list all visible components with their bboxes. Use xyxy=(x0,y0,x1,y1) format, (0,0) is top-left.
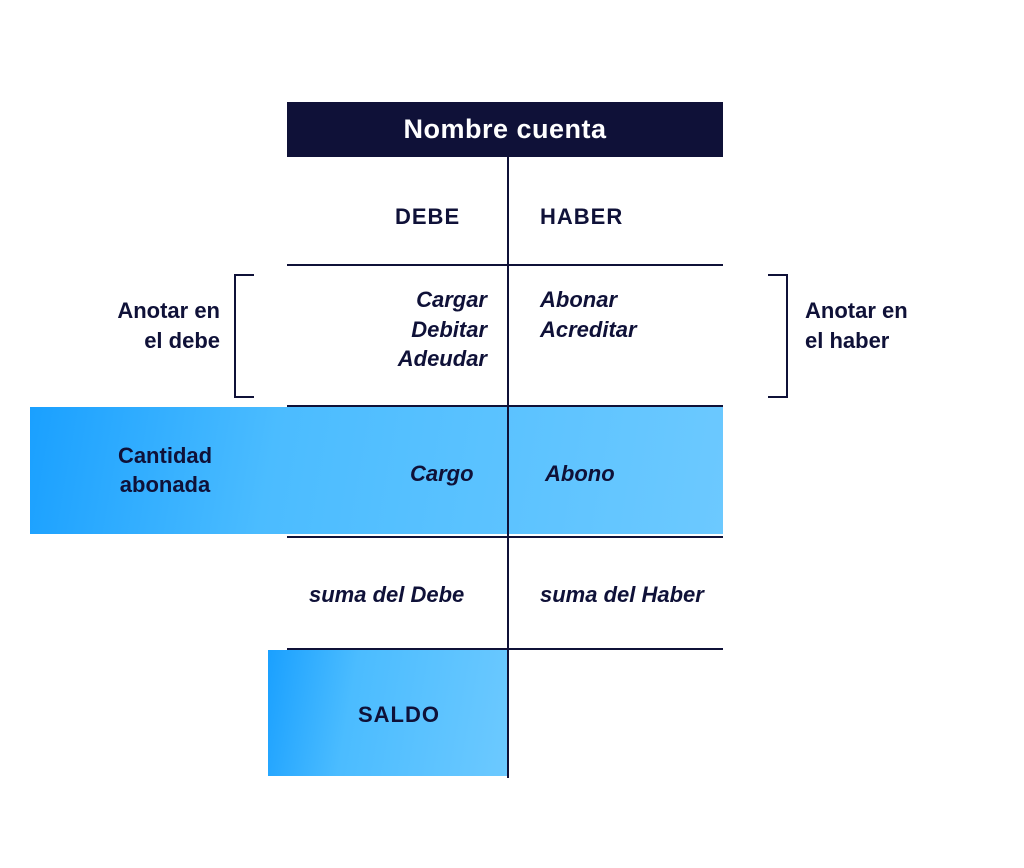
rule-under-headers xyxy=(287,264,723,266)
left-bracket-icon xyxy=(234,274,254,398)
debe-term: Cargar xyxy=(398,285,487,315)
left-annotation: Anotar en el debe xyxy=(75,296,220,355)
debe-synonyms: Cargar Debitar Adeudar xyxy=(398,285,487,374)
column-header-debe: DEBE xyxy=(395,204,460,230)
sum-debe: suma del Debe xyxy=(309,582,464,608)
annotation-text: Anotar en xyxy=(75,296,220,326)
label-text: Cantidad xyxy=(80,442,250,471)
saldo-label: SALDO xyxy=(358,702,440,728)
column-header-haber: HABER xyxy=(540,204,623,230)
right-bracket-icon xyxy=(768,274,788,398)
amount-row-label: Cantidad abonada xyxy=(80,442,250,499)
rule-above-amount xyxy=(287,405,723,407)
amount-debe-cell: Cargo xyxy=(410,461,474,487)
sum-haber: suma del Haber xyxy=(540,582,704,608)
haber-synonyms: Abonar Acreditar xyxy=(540,285,637,344)
debe-term: Debitar xyxy=(398,315,487,345)
t-account-diagram: Nombre cuenta DEBE HABER Cargar Debitar … xyxy=(0,0,1024,868)
annotation-text: Anotar en xyxy=(805,296,965,326)
label-text: abonada xyxy=(80,471,250,500)
account-title-bar: Nombre cuenta xyxy=(287,102,723,157)
debe-term: Adeudar xyxy=(398,344,487,374)
right-annotation: Anotar en el haber xyxy=(805,296,965,355)
amount-haber-cell: Abono xyxy=(545,461,615,487)
center-divider-line xyxy=(507,157,509,778)
annotation-text: el debe xyxy=(75,326,220,356)
rule-below-amount xyxy=(287,536,723,538)
annotation-text: el haber xyxy=(805,326,965,356)
haber-term: Abonar xyxy=(540,285,637,315)
rule-above-saldo xyxy=(287,648,723,650)
haber-term: Acreditar xyxy=(540,315,637,345)
